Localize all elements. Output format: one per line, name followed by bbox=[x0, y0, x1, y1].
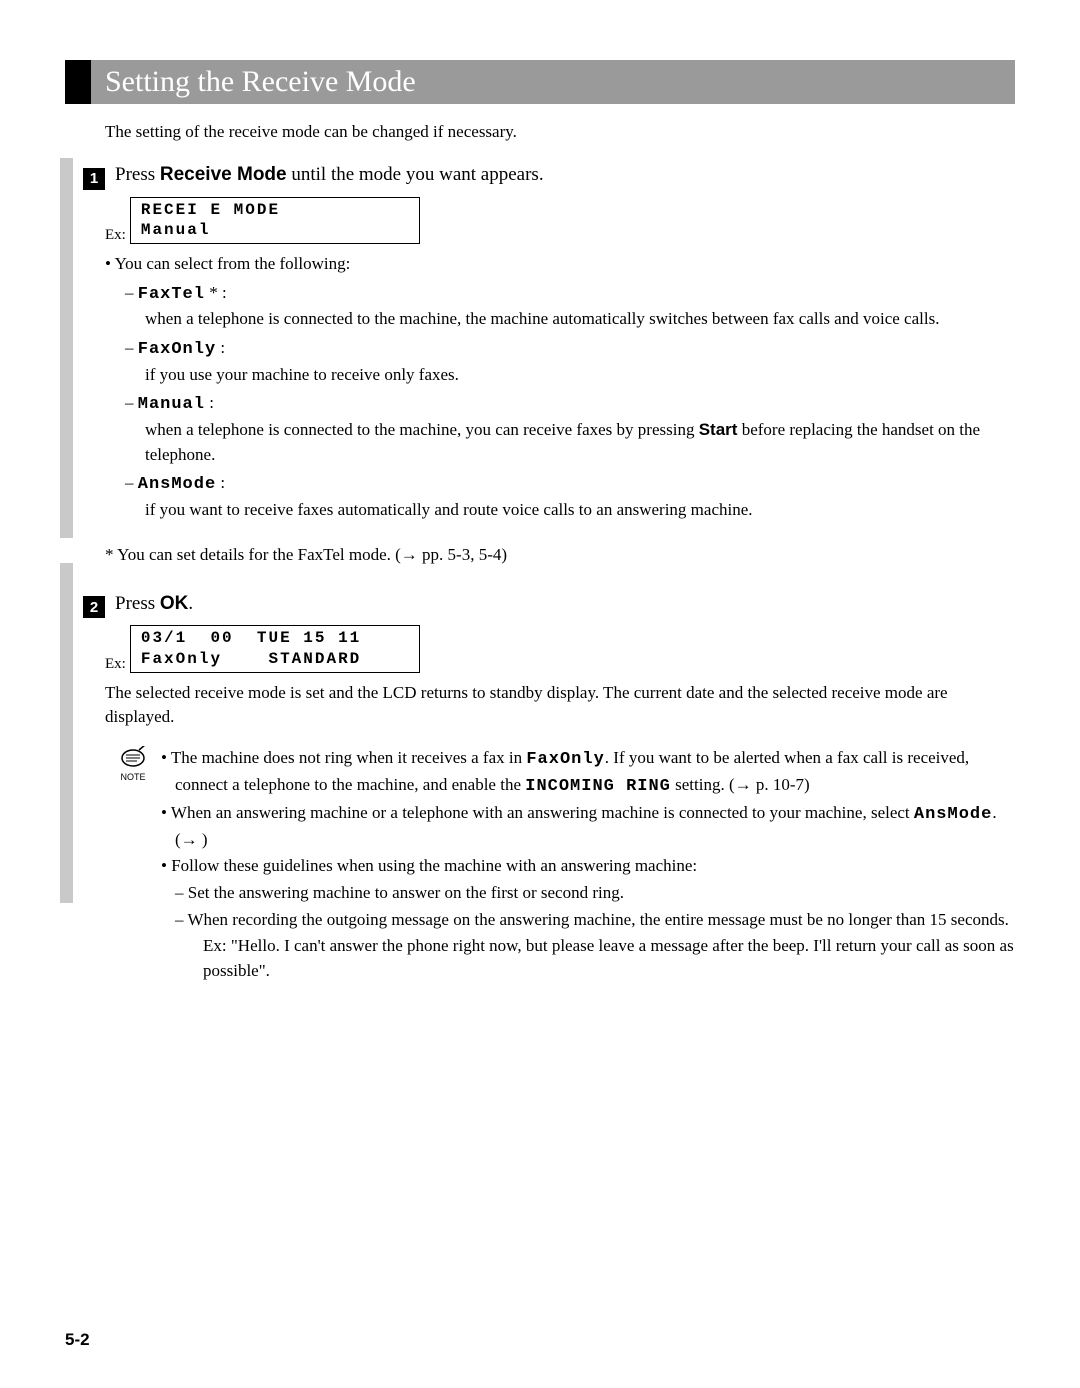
section-bar-2 bbox=[60, 563, 73, 903]
ansmode-label: AnsMode bbox=[138, 475, 216, 494]
note-body: • The machine does not ring when it rece… bbox=[161, 746, 1015, 986]
nb1-post: setting. (→ p. 10-7) bbox=[671, 775, 810, 794]
note-bullet-3: • Follow these guidelines when using the… bbox=[161, 854, 1015, 879]
ex-label-1: Ex: bbox=[105, 227, 126, 244]
ansmode-colon: : bbox=[216, 473, 225, 492]
nb2-pre: • When an answering machine or a telepho… bbox=[161, 803, 914, 822]
note-bullet-1: • The machine does not ring when it rece… bbox=[161, 746, 1015, 799]
step2-body: The selected receive mode is set and the… bbox=[105, 681, 1015, 730]
lcd-example-1: Ex: RECEI E MODE Manual bbox=[105, 197, 1015, 245]
manual-colon: : bbox=[205, 393, 214, 412]
step-2-button: OK bbox=[160, 593, 189, 614]
step-2: 2 Press OK. bbox=[83, 593, 1015, 616]
ex-label-2: Ex: bbox=[105, 656, 126, 673]
note-sub-1: – Set the answering machine to answer on… bbox=[161, 881, 1015, 906]
manual-desc: when a telephone is connected to the mac… bbox=[145, 418, 1015, 467]
faxtel-label: FaxTel bbox=[138, 285, 205, 304]
lcd-display-2: 03/1 00 TUE 15 11 FaxOnly STANDARD bbox=[130, 625, 420, 673]
nb1-setting: INCOMING RING bbox=[525, 777, 671, 796]
step-2-suffix: . bbox=[188, 593, 193, 614]
note-sub-ex: Ex: "Hello. I can't answer the phone rig… bbox=[161, 934, 1015, 983]
mode-faxonly: – FaxOnly : if you use your machine to r… bbox=[125, 336, 1015, 387]
nb1-mode: FaxOnly bbox=[526, 750, 604, 769]
manual-btn: Start bbox=[699, 420, 738, 439]
lcd-example-2: Ex: 03/1 00 TUE 15 11 FaxOnly STANDARD bbox=[105, 625, 1015, 673]
step-1: 1 Press Receive Mode until the mode you … bbox=[83, 164, 1015, 187]
note-bullet-2: • When an answering machine or a telepho… bbox=[161, 801, 1015, 852]
lcd2-line2: FaxOnly STANDARD bbox=[141, 649, 409, 670]
note-block: NOTE • The machine does not ring when it… bbox=[105, 746, 1015, 986]
section-bar-1 bbox=[60, 158, 73, 538]
ansmode-desc: if you want to receive faxes automatical… bbox=[145, 498, 1015, 523]
lcd-display-1: RECEI E MODE Manual bbox=[130, 197, 420, 245]
note-icon bbox=[119, 746, 147, 770]
mode-manual: – Manual : when a telephone is connected… bbox=[125, 391, 1015, 467]
select-intro: • You can select from the following: bbox=[105, 252, 1015, 277]
manual-label: Manual bbox=[138, 395, 205, 414]
nb1-pre: • The machine does not ring when it rece… bbox=[161, 748, 526, 767]
step-1-prefix: Press bbox=[115, 164, 160, 185]
faxtel-desc: when a telephone is connected to the mac… bbox=[145, 307, 1015, 332]
nb2-mode: AnsMode bbox=[914, 805, 992, 824]
step-1-suffix: until the mode you want appears. bbox=[287, 164, 544, 185]
heading-bar: Setting the Receive Mode bbox=[65, 60, 1015, 104]
step1-footnote: * You can set details for the FaxTel mod… bbox=[105, 545, 1015, 565]
lcd1-line2: Manual bbox=[141, 220, 409, 241]
step-2-number: 2 bbox=[83, 596, 105, 618]
intro-text: The setting of the receive mode can be c… bbox=[105, 122, 1015, 142]
faxtel-star: * : bbox=[205, 283, 227, 302]
step-1-button: Receive Mode bbox=[160, 164, 287, 185]
mode-ansmode: – AnsMode : if you want to receive faxes… bbox=[125, 471, 1015, 522]
step-2-prefix: Press bbox=[115, 593, 160, 614]
faxonly-desc: if you use your machine to receive only … bbox=[145, 363, 1015, 388]
faxonly-colon: : bbox=[216, 338, 225, 357]
heading-title: Setting the Receive Mode bbox=[91, 60, 1015, 104]
faxonly-label: FaxOnly bbox=[138, 340, 216, 359]
note-icon-column: NOTE bbox=[105, 746, 161, 986]
lcd1-line1: RECEI E MODE bbox=[141, 200, 409, 221]
heading-black-block bbox=[65, 60, 91, 104]
note-label: NOTE bbox=[120, 772, 145, 782]
step1-body: • You can select from the following: – F… bbox=[105, 252, 1015, 522]
note-sub-2: – When recording the outgoing message on… bbox=[161, 908, 1015, 933]
manual-pre: when a telephone is connected to the mac… bbox=[145, 420, 699, 439]
lcd2-line1: 03/1 00 TUE 15 11 bbox=[141, 628, 409, 649]
step-2-text: Press OK. bbox=[115, 593, 193, 615]
step-1-text: Press Receive Mode until the mode you wa… bbox=[115, 164, 544, 186]
page-number: 5-2 bbox=[65, 1330, 90, 1350]
step-1-number: 1 bbox=[83, 168, 105, 190]
mode-faxtel: – FaxTel * : when a telephone is connect… bbox=[125, 281, 1015, 332]
